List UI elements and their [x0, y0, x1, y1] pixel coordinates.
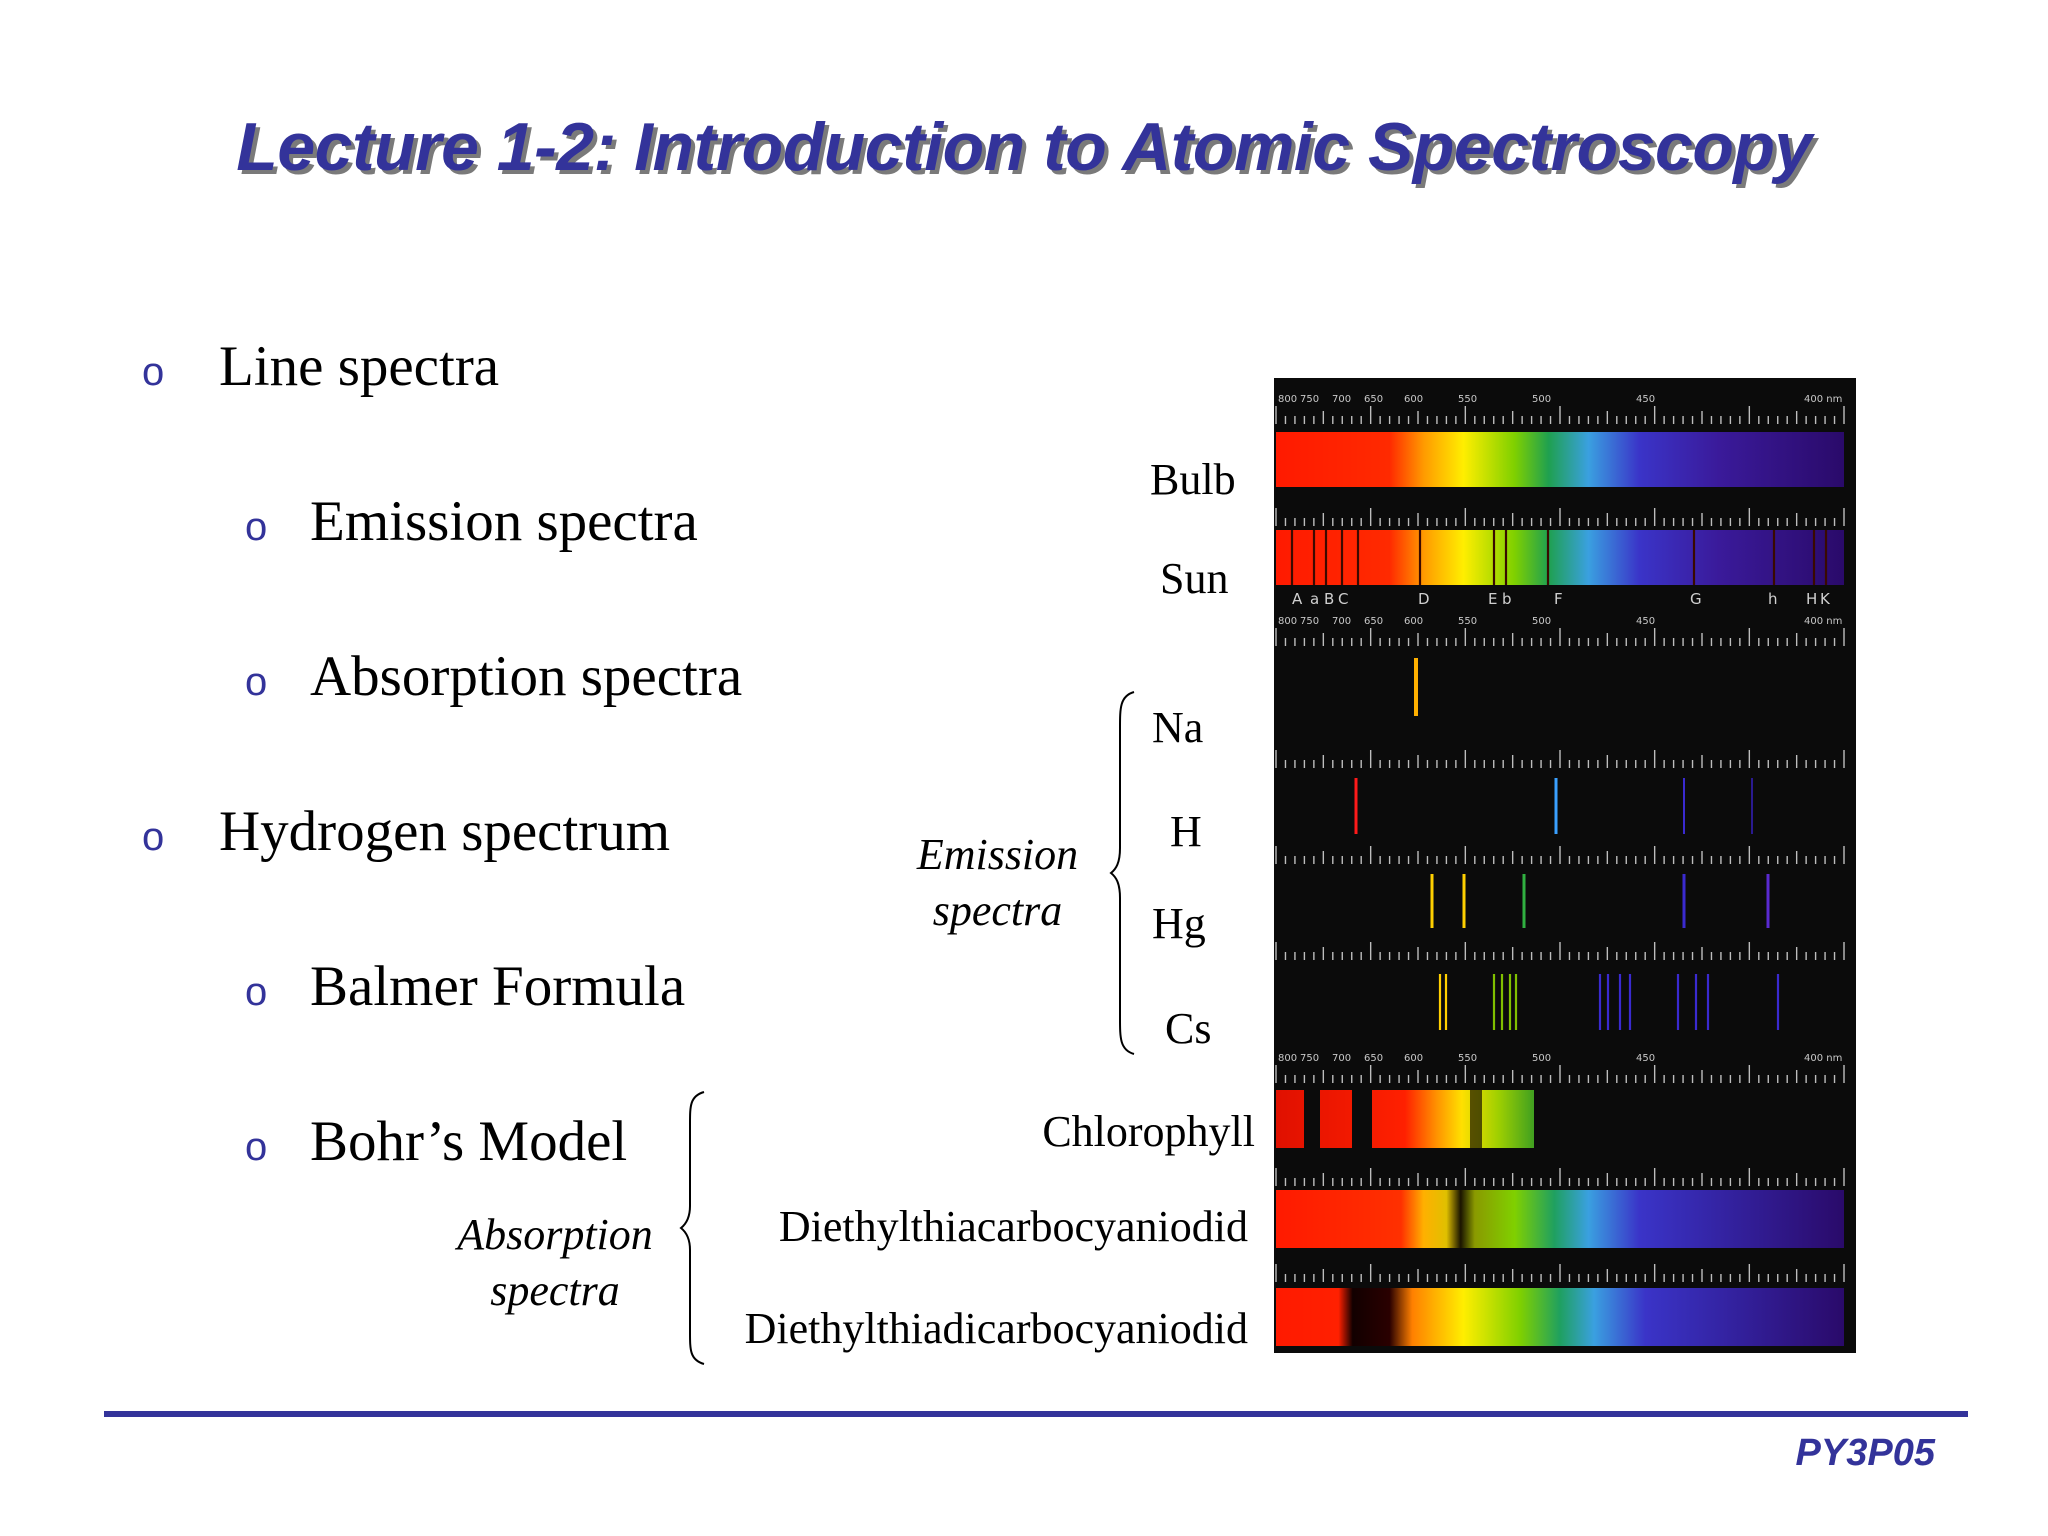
bullet-absorption-spectra: o Absorption spectra — [245, 644, 743, 709]
scale-label: 500 — [1532, 1053, 1551, 1064]
fraunhofer-label: F — [1554, 590, 1563, 608]
scale-label: 550 — [1458, 616, 1477, 627]
fraunhofer-label: H — [1806, 590, 1817, 608]
emission-group-label: Emission spectra — [905, 827, 1090, 939]
fraunhofer-label: A — [1292, 590, 1303, 608]
label-na: Na — [1152, 703, 1204, 752]
emission-group-line: Emission — [916, 830, 1079, 879]
label-cs: Cs — [1165, 1004, 1212, 1053]
scale-label: 800 — [1278, 1053, 1297, 1064]
label-h: H — [1170, 807, 1202, 856]
course-code: PY3P05 — [1795, 1432, 1935, 1474]
scale-label: 650 — [1364, 394, 1383, 405]
scale-label: 650 — [1364, 1053, 1383, 1064]
fraunhofer-label: E — [1488, 590, 1497, 608]
bullet-bohrs-model: o Bohr’s Model — [245, 1109, 628, 1174]
emission-group-line: spectra — [932, 886, 1063, 935]
scale-label: 650 — [1364, 616, 1383, 627]
chlorophyll-gap — [1470, 1090, 1482, 1148]
bullet-marker: o — [245, 1125, 268, 1169]
scale-label: 450 — [1636, 616, 1655, 627]
fraunhofer-label: b — [1502, 590, 1512, 608]
bullet-label: Hydrogen spectrum — [219, 800, 671, 863]
scale-label: 500 — [1532, 394, 1551, 405]
scale-label: 550 — [1458, 1053, 1477, 1064]
bulb-spectrum — [1276, 432, 1844, 487]
scale-label: 750 — [1300, 394, 1319, 405]
scale-label: 600 — [1404, 1053, 1423, 1064]
chlorophyll-gap — [1304, 1090, 1320, 1148]
scale-label: 800 — [1278, 616, 1297, 627]
fraunhofer-label: C — [1338, 590, 1348, 608]
scale-label: 400 nm — [1804, 1053, 1842, 1064]
label-hg: Hg — [1152, 899, 1206, 948]
scale-label: 600 — [1404, 616, 1423, 627]
fraunhofer-label: D — [1418, 590, 1430, 608]
fraunhofer-label: G — [1690, 590, 1702, 608]
bullet-label: Bohr’s Model — [310, 1110, 628, 1173]
scale-label: 600 — [1404, 394, 1423, 405]
bullet-label: Absorption spectra — [310, 645, 743, 708]
sun-spectrum — [1276, 530, 1844, 585]
bullet-marker: o — [245, 970, 268, 1014]
scale-label: 450 — [1636, 394, 1655, 405]
scale-label: 550 — [1458, 394, 1477, 405]
absorption-group-label: Absorption spectra — [445, 1207, 665, 1319]
absorption-group-line: Absorption — [457, 1210, 653, 1259]
label-bulb: Bulb — [1150, 455, 1236, 504]
bullet-balmer-formula: o Balmer Formula — [245, 954, 686, 1019]
bullet-label: Balmer Formula — [310, 955, 686, 1018]
fraunhofer-label: a — [1310, 590, 1319, 608]
scale-label: 750 — [1300, 616, 1319, 627]
bullet-hydrogen-spectrum: o Hydrogen spectrum — [142, 799, 671, 864]
emission-brace — [1109, 691, 1135, 1055]
bullet-marker: o — [142, 815, 165, 859]
dye2-spectrum — [1276, 1288, 1844, 1346]
chlorophyll-gap — [1352, 1090, 1372, 1148]
fraunhofer-label: B — [1324, 590, 1334, 608]
scale-label: 700 — [1332, 616, 1351, 627]
bullet-line-spectra: o Line spectra — [142, 334, 500, 399]
dye1-spectrum — [1276, 1190, 1844, 1248]
label-sun: Sun — [1160, 554, 1229, 603]
label-diethylthiacarbocyaniodid: Diethylthiacarbocyaniodid — [778, 1202, 1248, 1251]
scale-label: 750 — [1300, 1053, 1319, 1064]
label-diethylthiadicarbocyaniodid: Diethylthiadicarbocyaniodid — [744, 1304, 1248, 1353]
absorption-brace — [679, 1091, 705, 1365]
scale-label: 700 — [1332, 1053, 1351, 1064]
slide-title: Lecture 1-2: Introduction to Atomic Spec… — [236, 109, 1812, 185]
bullet-label: Line spectra — [219, 335, 500, 398]
scale-label: 700 — [1332, 394, 1351, 405]
scale-label: 400 nm — [1804, 616, 1842, 627]
bullet-marker: o — [142, 350, 165, 394]
label-chlorophyll: Chlorophyll — [1042, 1107, 1255, 1156]
fraunhofer-label: h — [1768, 590, 1778, 608]
scale-label: 500 — [1532, 616, 1551, 627]
scale-label: 450 — [1636, 1053, 1655, 1064]
bullet-marker: o — [245, 660, 268, 704]
scale-label: 800 — [1278, 394, 1297, 405]
scale-label: 400 nm — [1804, 394, 1842, 405]
fraunhofer-label: K — [1820, 590, 1831, 608]
bullet-marker: o — [245, 505, 268, 549]
bullet-label: Emission spectra — [310, 490, 698, 553]
footer-rule — [104, 1411, 1968, 1417]
bullet-emission-spectra: o Emission spectra — [245, 489, 698, 554]
absorption-group-line: spectra — [490, 1266, 620, 1315]
